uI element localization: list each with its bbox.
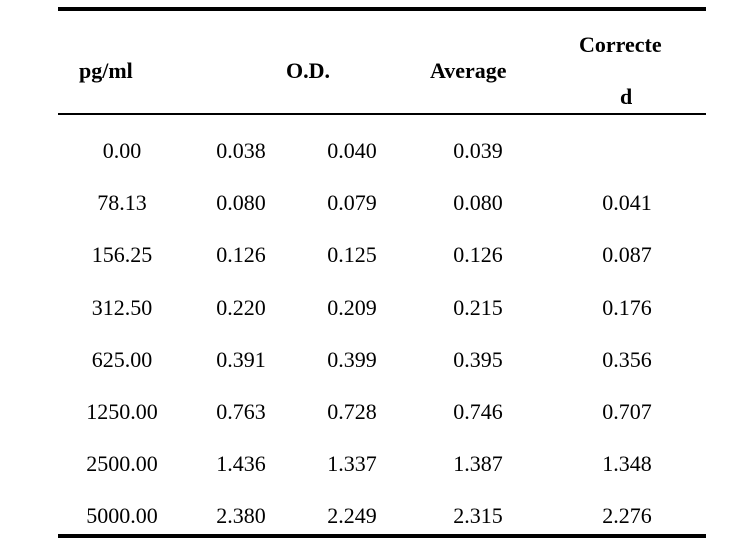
cell-corrected: 2.276: [602, 503, 652, 529]
cell-corrected: 0.087: [602, 242, 652, 268]
cell-od-1: 1.436: [216, 451, 266, 477]
cell-corrected: 0.356: [602, 346, 652, 372]
cell-corrected: 0.041: [602, 190, 652, 216]
cell-corrected: 0.707: [602, 399, 652, 424]
cell-average: 0.395: [453, 346, 503, 372]
cell-od-2: 0.728: [327, 399, 377, 424]
cell-concentration: 78.13: [97, 190, 147, 216]
cell-average: 1.387: [453, 451, 503, 477]
cell-od-2: 0.399: [327, 346, 377, 372]
cell-od-1: 0.080: [216, 190, 266, 216]
cell-corrected: [582, 138, 672, 164]
cell-od-1: 0.391: [216, 346, 266, 372]
cell-average: 0.126: [453, 242, 503, 268]
cell-concentration: 156.25: [91, 242, 153, 268]
cell-average: 0.039: [453, 138, 503, 163]
cell-concentration: 1250.00: [86, 399, 158, 424]
cell-od-1: 2.380: [216, 503, 266, 529]
cell-average: 0.080: [453, 190, 503, 216]
cell-average: 0.746: [453, 399, 503, 424]
cell-od-2: 0.040: [327, 138, 377, 163]
table-bottom-rule: [58, 534, 706, 538]
header-od: O.D.: [286, 58, 330, 83]
cell-concentration: 312.50: [91, 294, 153, 320]
cell-average: 0.215: [453, 294, 503, 320]
cell-concentration: 0.00: [102, 138, 142, 163]
header-corrected-line1: Correcte: [579, 32, 662, 57]
cell-od-2: 0.209: [327, 294, 377, 320]
cell-corrected: 1.348: [602, 451, 652, 477]
header-average: Average: [430, 58, 507, 83]
cell-od-1: 0.220: [216, 294, 266, 320]
cell-od-2: 0.079: [327, 190, 377, 216]
cell-od-1: 0.126: [216, 242, 266, 268]
cell-od-2: 0.125: [327, 242, 377, 268]
cell-od-1: 0.038: [216, 138, 266, 163]
cell-concentration: 2500.00: [86, 451, 158, 477]
cell-concentration: 5000.00: [86, 503, 158, 529]
table-header-rule: [58, 113, 706, 115]
table-top-rule: [58, 7, 706, 11]
header-concentration: pg/ml: [79, 58, 133, 83]
cell-concentration: 625.00: [91, 346, 153, 372]
cell-corrected: 0.176: [602, 294, 652, 320]
cell-average: 2.315: [453, 503, 503, 529]
cell-od-2: 2.249: [327, 503, 377, 529]
cell-od-1: 0.763: [216, 399, 266, 424]
cell-od-2: 1.337: [327, 451, 377, 477]
header-corrected-line2: d: [620, 84, 633, 109]
